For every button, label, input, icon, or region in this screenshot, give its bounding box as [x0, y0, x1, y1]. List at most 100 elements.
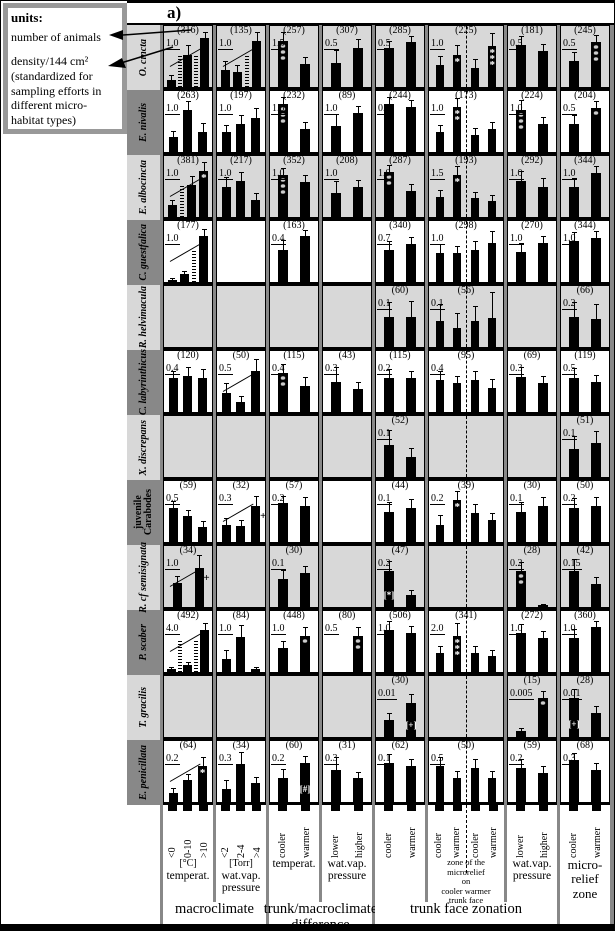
species-row: R. helvimacula (60) 0.1 (56) 0.1 (66) 0.2 — [127, 285, 614, 350]
bar — [406, 499, 416, 542]
error-whisker — [519, 562, 524, 571]
error-whisker — [223, 61, 229, 70]
bar — [538, 376, 548, 412]
error-whisker — [490, 195, 496, 201]
y-scale-label: 0.5 — [509, 38, 524, 50]
y-scale-label: 1.0 — [430, 233, 445, 245]
bar-plot — [561, 481, 609, 542]
error-whisker — [490, 771, 496, 778]
bar-plot — [323, 26, 371, 87]
species-label-cell: T. gracilis — [127, 675, 160, 740]
error-whisker — [387, 713, 392, 720]
error-whisker — [303, 377, 308, 386]
error-whisker — [519, 624, 524, 633]
y-scale-label: 0.7 — [377, 233, 392, 245]
tick-stub — [516, 805, 525, 811]
error-whisker — [201, 229, 207, 236]
chart-grid: a) O. cincta (316) 1.0 (135) 1.0 (257) 1.5 * * … — [127, 1, 614, 930]
bar-plot — [217, 156, 265, 217]
error-whisker — [238, 115, 244, 124]
species-name: E. albocincta — [137, 160, 149, 215]
y-scale-label: 0.1 — [509, 493, 524, 505]
chart-cell: (15) 0.005 * — [507, 675, 557, 740]
error-whisker — [281, 570, 286, 579]
chart-rows: O. cincta (316) 1.0 (135) 1.0 (257) 1.5 * * * (3… — [127, 25, 614, 805]
y-scale-label: 0.2 — [509, 558, 524, 570]
bar-plot — [164, 26, 212, 87]
axis-spacer — [127, 805, 160, 902]
bar-plot — [376, 221, 424, 282]
bar — [569, 178, 579, 217]
y-scale-label: 1.0 — [324, 168, 339, 180]
significance-mark: * — [201, 172, 207, 184]
error-whisker — [185, 45, 191, 55]
error-whisker — [281, 240, 286, 250]
chart-cell: (69) 0.3 — [507, 350, 557, 415]
y-scale-label: 0.4 — [271, 363, 286, 375]
bar-plot — [270, 481, 318, 542]
bar — [470, 241, 479, 282]
bar — [353, 106, 363, 152]
significance-mark: + — [203, 571, 210, 584]
species-name: X. discrepans — [137, 419, 149, 476]
error-whisker — [175, 576, 180, 583]
error-whisker — [409, 448, 414, 457]
y-scale-label: 1.0 — [562, 623, 577, 635]
sample-size-label: (208) — [336, 155, 358, 166]
bar — [569, 436, 579, 477]
significance-mark: * — [302, 637, 308, 649]
bar — [251, 359, 261, 412]
axis-ticks — [560, 805, 610, 813]
tick-label: warmer — [488, 827, 500, 858]
error-whisker — [200, 123, 206, 132]
error-whisker — [334, 757, 339, 770]
bar — [384, 502, 394, 542]
tick-stub — [168, 805, 178, 811]
bar — [236, 396, 246, 412]
bar — [183, 662, 193, 672]
chart-cell: (298) 1.0 — [428, 220, 504, 285]
chart-cell — [163, 415, 213, 480]
error-whisker — [472, 59, 478, 68]
unit-label: [°C] — [179, 858, 197, 869]
error-whisker — [437, 646, 443, 653]
error-whisker — [224, 780, 230, 789]
error-whisker — [490, 379, 496, 388]
y-scale-label: 4.0 — [165, 623, 180, 635]
bar — [538, 44, 548, 87]
y-scale-label: 1.0 — [430, 38, 445, 50]
bar — [406, 237, 416, 282]
chart-cell: (30) 0.01 [+] — [375, 675, 425, 740]
chart-cell: (225) 1.0 * * * * — [428, 25, 504, 90]
error-whisker — [594, 431, 599, 443]
significance-mark: * * * — [593, 43, 599, 67]
trunk-face-divider-line — [466, 611, 467, 672]
error-whisker — [185, 662, 191, 665]
tick-labels: cooler warmer — [269, 813, 319, 858]
error-whisker — [472, 306, 478, 321]
bar — [300, 122, 310, 152]
error-whisker — [224, 383, 230, 393]
tick-stub — [539, 805, 548, 811]
bar — [236, 172, 246, 217]
bar-plot — [429, 741, 503, 802]
chart-cell: (64) 0.2 * — [163, 740, 213, 805]
error-whisker — [572, 115, 577, 124]
chart-cell: (120) 0.4 — [163, 350, 213, 415]
error-whisker — [281, 97, 286, 104]
bar — [569, 559, 579, 607]
y-scale-label: 0.2 — [377, 558, 392, 570]
error-whisker — [437, 244, 443, 253]
y-scale-label: 0.3 — [324, 753, 339, 765]
sample-size-label: (352) — [283, 155, 305, 166]
error-whisker — [541, 376, 546, 383]
error-whisker — [455, 623, 461, 636]
bar-plot — [323, 741, 371, 802]
bar — [470, 306, 479, 347]
y-scale-label: 0.01 — [562, 688, 582, 700]
units-legend-box: units: number of animals density/144 cm²… — [3, 3, 127, 134]
error-whisker — [519, 100, 524, 110]
error-whisker — [238, 172, 244, 181]
bar — [251, 777, 261, 802]
species-label-cell: R. cf semisignata — [127, 542, 160, 613]
